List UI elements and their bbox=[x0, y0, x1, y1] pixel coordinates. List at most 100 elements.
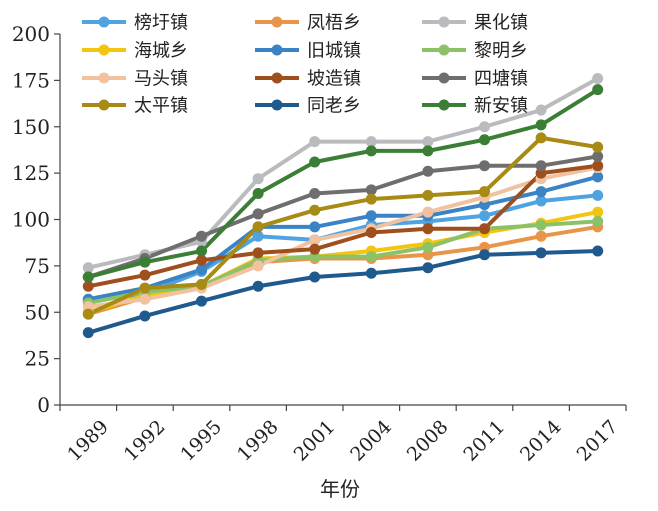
data-point bbox=[309, 188, 321, 200]
x-tick-label: 2001 bbox=[290, 416, 340, 466]
data-point bbox=[309, 234, 321, 246]
data-point bbox=[252, 221, 264, 233]
x-tick-label: 2014 bbox=[516, 416, 566, 466]
y-tick-label: 100 bbox=[12, 208, 50, 232]
data-point bbox=[479, 121, 490, 133]
x-tick-label: 2017 bbox=[573, 416, 623, 466]
data-point bbox=[252, 230, 264, 242]
data-point bbox=[535, 104, 547, 116]
data-point bbox=[479, 210, 490, 222]
x-tick-label: 1995 bbox=[176, 416, 226, 466]
data-point bbox=[422, 206, 434, 218]
data-point bbox=[422, 241, 434, 253]
data-point bbox=[365, 267, 377, 279]
y-tick-label: 75 bbox=[25, 254, 50, 278]
data-point bbox=[365, 145, 377, 157]
data-point bbox=[139, 269, 151, 281]
legend-label: 同老乡 bbox=[307, 96, 361, 117]
legend-label: 新安镇 bbox=[474, 96, 528, 117]
legend-label: 旧城镇 bbox=[307, 41, 361, 62]
legend-swatch-marker bbox=[98, 16, 110, 28]
data-point bbox=[82, 262, 94, 274]
data-point bbox=[592, 215, 604, 227]
data-point bbox=[82, 280, 94, 292]
data-point bbox=[139, 282, 151, 294]
legend-label: 太平镇 bbox=[134, 96, 188, 117]
data-point bbox=[535, 119, 547, 131]
legend-label: 坡造镇 bbox=[307, 69, 361, 90]
data-point bbox=[139, 293, 151, 305]
data-point bbox=[592, 73, 604, 85]
data-point bbox=[309, 271, 321, 283]
legend-label: 四塘镇 bbox=[474, 69, 528, 90]
x-tick-label: 2011 bbox=[459, 416, 509, 466]
data-point bbox=[535, 219, 547, 231]
data-point bbox=[535, 160, 547, 172]
data-point bbox=[309, 221, 321, 233]
data-point bbox=[82, 308, 94, 320]
y-tick-label: 200 bbox=[12, 22, 50, 46]
data-point bbox=[592, 206, 604, 218]
data-point bbox=[365, 251, 377, 263]
data-point bbox=[196, 230, 207, 242]
series-line bbox=[86, 165, 600, 309]
legend-label: 海城乡 bbox=[134, 41, 188, 62]
data-point bbox=[196, 264, 207, 276]
series-line bbox=[86, 87, 600, 280]
data-point bbox=[252, 188, 264, 200]
data-point bbox=[535, 230, 547, 242]
data-point bbox=[592, 245, 604, 257]
data-point bbox=[252, 247, 264, 259]
data-point bbox=[422, 136, 434, 148]
data-point bbox=[252, 280, 264, 292]
data-point bbox=[422, 189, 434, 201]
series-line bbox=[86, 249, 600, 335]
legend-swatch-marker bbox=[438, 72, 450, 84]
data-point bbox=[592, 141, 604, 153]
y-tick-label: 0 bbox=[37, 393, 50, 417]
data-point bbox=[365, 184, 377, 196]
data-point bbox=[252, 208, 264, 220]
legend-swatch-marker bbox=[98, 99, 110, 111]
x-axis-title: 年份 bbox=[320, 477, 360, 501]
x-tick-label: 1989 bbox=[63, 416, 113, 466]
x-tick-label: 2004 bbox=[346, 416, 396, 466]
data-point bbox=[252, 260, 264, 272]
legend-swatch-marker bbox=[271, 44, 283, 56]
data-point bbox=[422, 262, 434, 274]
legend-label: 黎明乡 bbox=[474, 41, 528, 62]
legend-swatch-marker bbox=[271, 72, 283, 84]
data-point bbox=[535, 132, 547, 144]
data-point bbox=[196, 254, 207, 266]
data-point bbox=[592, 189, 604, 201]
data-point bbox=[535, 247, 547, 259]
data-point bbox=[422, 165, 434, 177]
y-tick-label: 25 bbox=[25, 347, 50, 371]
x-tick-label: 2008 bbox=[403, 416, 453, 466]
data-point bbox=[365, 210, 377, 222]
data-point bbox=[479, 160, 490, 172]
legend-swatch-marker bbox=[271, 99, 283, 111]
legend-swatch-marker bbox=[438, 16, 450, 28]
data-point bbox=[252, 173, 264, 185]
y-tick-label: 150 bbox=[12, 115, 50, 139]
data-point bbox=[479, 223, 490, 235]
data-point bbox=[479, 186, 490, 198]
data-point bbox=[422, 145, 434, 157]
series-points bbox=[82, 73, 604, 339]
legend-swatch-marker bbox=[271, 16, 283, 28]
y-tick-label: 175 bbox=[12, 68, 50, 92]
data-point bbox=[479, 249, 490, 261]
series-line bbox=[86, 135, 600, 317]
data-point bbox=[592, 84, 604, 96]
data-point bbox=[535, 195, 547, 207]
y-tick-label: 125 bbox=[12, 161, 50, 185]
data-point bbox=[139, 256, 151, 268]
data-point bbox=[535, 186, 547, 198]
legend-swatch-marker bbox=[98, 72, 110, 84]
legend-label: 果化镇 bbox=[474, 13, 528, 34]
data-point bbox=[82, 271, 94, 283]
data-point bbox=[309, 156, 321, 168]
